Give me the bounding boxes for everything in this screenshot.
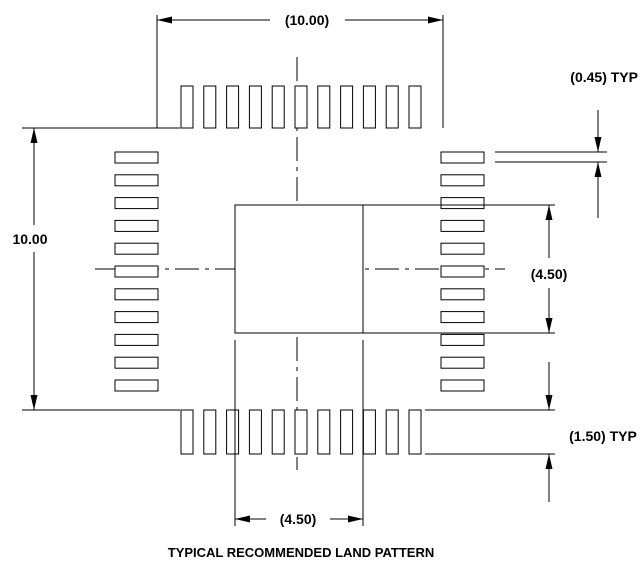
land-pad — [440, 333, 485, 346]
land-pad — [440, 151, 485, 164]
land-pad — [114, 151, 159, 164]
pad-length-dimension: (1.50) TYP — [425, 362, 637, 502]
top-width-dimension: (10.00) — [156, 12, 444, 128]
land-pad — [271, 85, 285, 129]
land-pad — [340, 85, 354, 129]
land-pad — [114, 265, 159, 278]
land-pad — [385, 85, 399, 129]
arrowhead — [545, 205, 553, 220]
thermal-pad-height-label: (4.50) — [531, 266, 568, 282]
bottom-pad-row — [180, 409, 422, 455]
pitch-dimension: (0.45) TYP — [495, 69, 638, 218]
land-pad — [440, 265, 485, 278]
land-pad — [362, 409, 376, 455]
land-pad — [385, 409, 399, 455]
arrowhead — [594, 162, 602, 177]
land-pad — [294, 85, 308, 129]
land-pad — [440, 379, 485, 392]
land-pad — [180, 409, 194, 455]
land-pad — [440, 356, 485, 369]
thermal-pad-height-dimension: (4.50) — [363, 204, 568, 334]
left-pad-column — [114, 151, 159, 392]
land-pad — [340, 409, 354, 455]
arrowhead — [235, 515, 250, 523]
arrowhead — [30, 395, 38, 410]
left-height-dimension: 10.00 — [12, 127, 180, 411]
land-pad — [440, 288, 485, 301]
arrowhead — [428, 16, 443, 24]
land-pad — [440, 242, 485, 255]
land-pad — [248, 409, 262, 455]
land-pad — [114, 356, 159, 369]
land-pad — [114, 242, 159, 255]
land-pad — [114, 379, 159, 392]
arrowhead — [157, 16, 172, 24]
arrowhead — [594, 137, 602, 152]
arrowhead — [30, 128, 38, 143]
land-pad — [440, 219, 485, 232]
land-pad — [226, 409, 240, 455]
land-pad — [317, 409, 331, 455]
pitch-label: (0.45) TYP — [570, 69, 638, 85]
land-pad — [440, 174, 485, 187]
top-width-label: (10.00) — [285, 12, 329, 28]
left-height-label: 10.00 — [12, 231, 47, 247]
land-pad — [248, 85, 262, 129]
land-pad — [114, 333, 159, 346]
land-pad — [114, 197, 159, 210]
land-pad — [203, 409, 217, 455]
land-pad — [408, 85, 422, 129]
land-pad — [317, 85, 331, 129]
land-pad — [203, 85, 217, 129]
drawing-caption: TYPICAL RECOMMENDED LAND PATTERN — [168, 545, 435, 560]
arrowhead — [545, 318, 553, 333]
land-pad — [114, 288, 159, 301]
bottom-width-label: (4.50) — [280, 511, 317, 527]
land-pad — [271, 409, 285, 455]
land-pad — [294, 409, 308, 455]
land-pad — [408, 409, 422, 455]
arrowhead — [348, 515, 363, 523]
thermal-pad — [234, 204, 364, 334]
arrowhead — [545, 454, 553, 469]
right-pad-column — [440, 151, 485, 392]
land-pad — [440, 311, 485, 324]
land-pad — [114, 174, 159, 187]
land-pad — [114, 219, 159, 232]
land-pad — [114, 311, 159, 324]
arrowhead — [545, 395, 553, 410]
land-pad — [440, 197, 485, 210]
land-pad — [362, 85, 376, 129]
land-pad — [180, 85, 194, 129]
bottom-width-dimension: (4.50) — [234, 340, 364, 527]
top-pad-row — [180, 85, 422, 129]
pad-length-label: (1.50) TYP — [569, 428, 637, 444]
land-pad — [226, 85, 240, 129]
